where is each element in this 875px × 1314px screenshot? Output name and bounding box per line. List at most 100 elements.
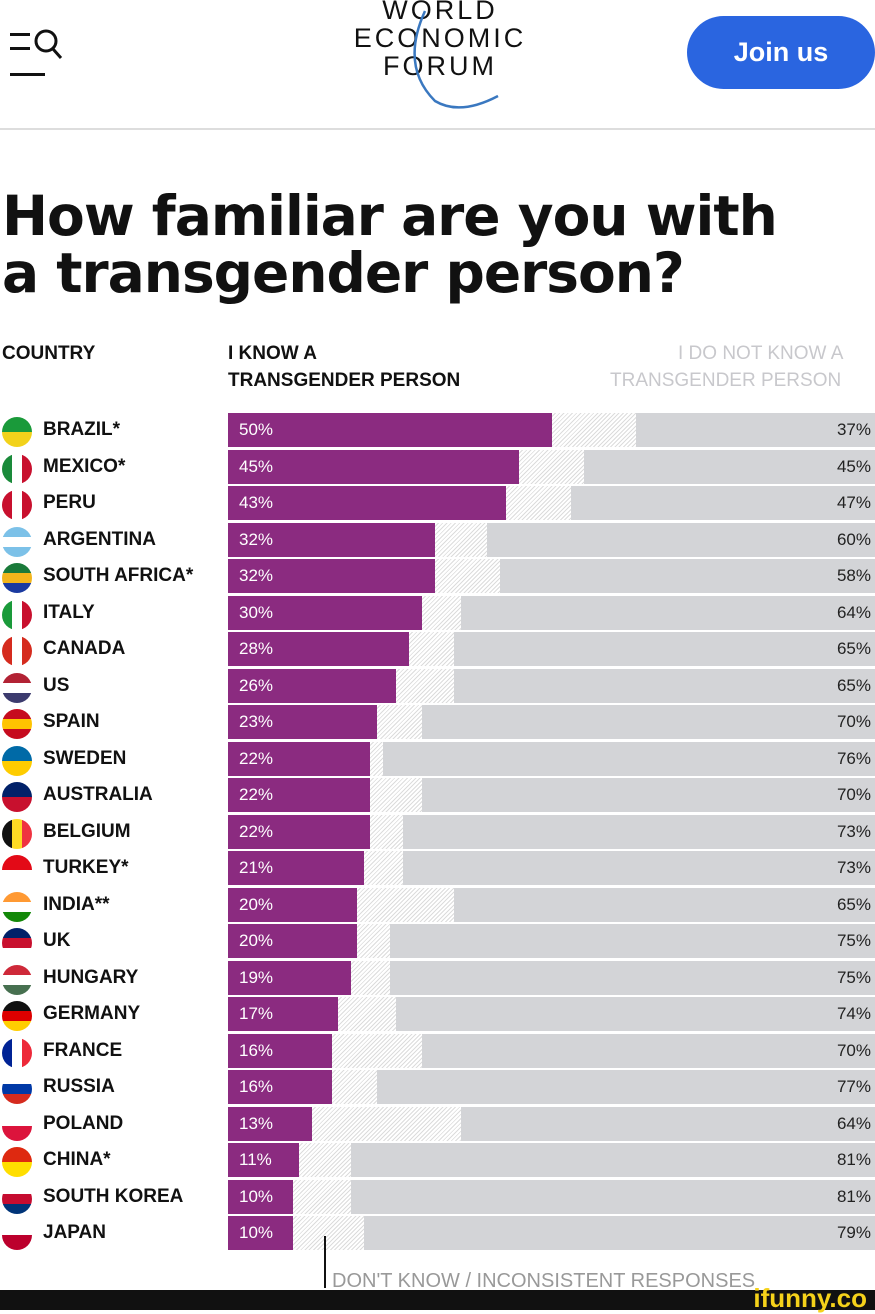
flag-icon [2, 1183, 32, 1214]
logo-line: FORUM [383, 51, 497, 81]
country-label: CHINA* [43, 1149, 111, 1170]
bar-know [228, 1106, 313, 1141]
country-label: GERMANY [43, 1003, 141, 1024]
annotation-dont-know: DON'T KNOW / INCONSISTENT RESPONSES [332, 1270, 756, 1292]
flag-icon [2, 745, 32, 776]
flag-icon [2, 1074, 32, 1104]
chart-row: SOUTH KOREA 10% 81% [0, 1179, 875, 1214]
country-label: AUSTRALIA [43, 784, 153, 805]
bar-do-not-know [454, 632, 875, 666]
bar-do-not-know [383, 741, 875, 776]
chart-title: How familiar are you with a transgender p… [2, 184, 778, 305]
data-label-know: 16% [239, 1077, 274, 1096]
flag-icon [2, 709, 32, 739]
flag-icon [2, 891, 32, 922]
bar-know [228, 595, 423, 630]
country-label: UK [43, 930, 71, 951]
bar-do-not-know [350, 1179, 875, 1214]
bar-do-not-know [486, 522, 875, 557]
bar-know [228, 1070, 332, 1104]
logo-line: WORLD [382, 0, 498, 25]
data-label-know: 21% [239, 858, 274, 877]
bar-do-not-know [422, 1033, 875, 1068]
bar-dont-know-inconsistent [331, 1033, 423, 1068]
bar-do-not-know [635, 413, 875, 447]
chart-row: INDIA** 20% 65% [0, 887, 875, 922]
bar-know [228, 449, 520, 484]
bar-know [228, 522, 436, 557]
chart-row: ARGENTINA 32% 60% [0, 522, 875, 557]
bar-know [228, 486, 507, 520]
chart-row: CANADA 28% 65% [0, 632, 875, 666]
data-label-know: 50% [239, 420, 274, 439]
data-label-know: 26% [239, 675, 274, 695]
bar-dont-know-inconsistent [370, 814, 403, 849]
chart-row: SPAIN 23% 70% [0, 705, 875, 739]
bar-know [228, 960, 351, 995]
bar-dont-know-inconsistent [350, 960, 390, 995]
country-label: PERU [43, 492, 96, 513]
flag-icon [2, 417, 32, 447]
flag-icon [2, 855, 32, 885]
bar-dont-know-inconsistent [435, 522, 487, 557]
chart-row: AUSTRALIA 22% 70% [0, 778, 875, 812]
bar-do-not-know [499, 559, 875, 593]
data-label-do-not-know: 65% [836, 894, 871, 914]
flag-icon [2, 563, 32, 593]
country-label: BELGIUM [43, 820, 131, 842]
bar-dont-know-inconsistent [435, 559, 500, 593]
country-label: SWEDEN [43, 747, 127, 769]
bar-dont-know-inconsistent [299, 1143, 351, 1177]
bar-do-not-know [422, 705, 875, 739]
bar-dont-know-inconsistent [551, 413, 636, 447]
bar-dont-know-inconsistent [519, 449, 584, 484]
data-label-know: 10% [239, 1186, 274, 1206]
data-label-do-not-know: 74% [836, 1004, 871, 1023]
bar-do-not-know [454, 887, 875, 922]
chart-row: US 26% 65% [0, 668, 875, 703]
data-label-know: 28% [239, 639, 274, 658]
watermark: ifunny.co [753, 1283, 867, 1313]
bar-know [228, 1179, 293, 1214]
bar-do-not-know [402, 851, 875, 885]
bar-know [228, 814, 371, 849]
data-label-know: 22% [239, 748, 274, 768]
country-label: SPAIN [43, 711, 100, 732]
data-label-know: 45% [239, 456, 274, 476]
menu-icon-line [10, 73, 45, 76]
site-header: WORLD ECONOMIC FORUM Join us [0, 0, 875, 130]
chart-row: FRANCE 16% 70% [0, 1033, 875, 1068]
country-label: INDIA** [43, 893, 110, 915]
bar-know [228, 1216, 293, 1250]
bar-do-not-know [460, 1106, 875, 1141]
join-us-button[interactable]: Join us [687, 16, 875, 89]
country-label: CANADA [43, 638, 126, 659]
menu-search-button[interactable] [10, 25, 63, 80]
data-label-know: 30% [239, 602, 274, 622]
data-label-do-not-know: 37% [836, 420, 871, 439]
chart-row: MEXICO* 45% 45% [0, 449, 875, 484]
menu-icon [10, 33, 30, 36]
wef-logo[interactable]: WORLD ECONOMIC FORUM [330, 0, 550, 109]
bar-dont-know-inconsistent [422, 595, 461, 630]
bar-dont-know-inconsistent [370, 778, 423, 812]
bar-know [228, 997, 338, 1031]
data-label-do-not-know: 64% [836, 1113, 871, 1133]
bar-dont-know-inconsistent [376, 705, 423, 739]
country-label: US [43, 674, 70, 696]
data-label-do-not-know: 77% [836, 1077, 871, 1096]
bar-know [228, 1033, 332, 1068]
flag-icon [2, 490, 32, 520]
bar-know [228, 632, 410, 666]
chart-row: PERU 43% 47% [0, 486, 875, 520]
data-label-do-not-know: 64% [836, 602, 871, 622]
column-header-know: I KNOW A TRANSGENDER PERSON [228, 343, 461, 391]
country-label: SOUTH KOREA [43, 1185, 184, 1207]
country-label: MEXICO* [43, 455, 126, 477]
data-label-do-not-know: 75% [836, 967, 871, 987]
bar-know [228, 851, 364, 885]
data-label-know: 22% [239, 785, 274, 804]
country-label: TURKEY* [43, 857, 129, 878]
data-label-know: 17% [239, 1004, 274, 1023]
flag-icon [2, 453, 32, 484]
